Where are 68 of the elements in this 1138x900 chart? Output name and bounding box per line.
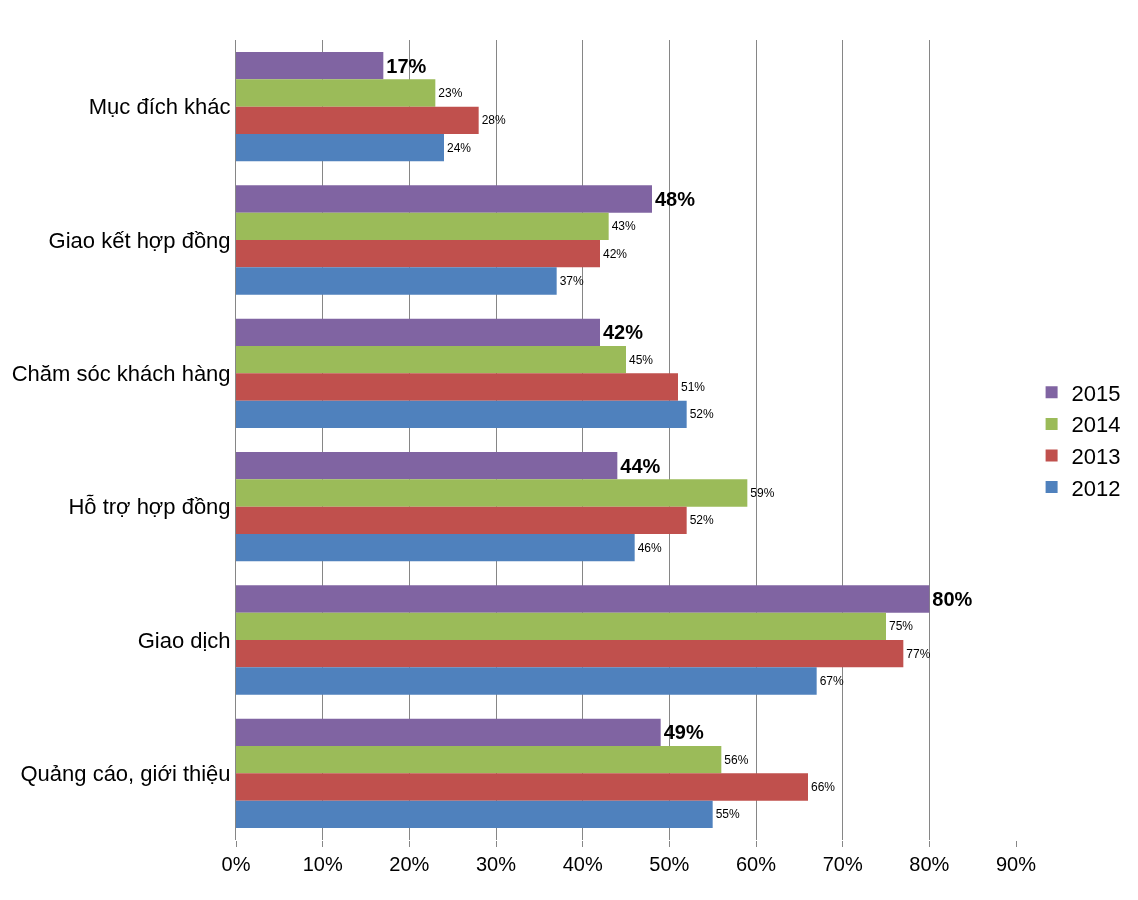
bar: [236, 79, 436, 107]
bar: [236, 267, 557, 295]
bar: [236, 800, 713, 828]
bar: [236, 106, 479, 134]
bar: [236, 52, 384, 80]
legend-label: 2015: [1071, 380, 1121, 406]
data-label: 75%: [889, 619, 914, 634]
data-label: 45%: [629, 352, 654, 367]
data-label: 52%: [689, 513, 715, 528]
bar: [236, 185, 652, 213]
bar: [236, 612, 886, 640]
bar: [236, 746, 722, 774]
bar: [236, 585, 930, 613]
bar: [236, 134, 444, 162]
y-tick-label: Chăm sóc khách hàng: [11, 361, 231, 387]
bar: [236, 400, 687, 428]
x-tick-label: 40%: [562, 853, 603, 875]
data-label: 77%: [906, 646, 931, 661]
data-label: 23%: [438, 86, 463, 100]
x-tick-label: 0%: [221, 853, 251, 875]
y-tick-label: Hỗ trợ hợp đồng: [68, 494, 231, 520]
x-tick-label: 70%: [822, 853, 863, 875]
bar: [236, 452, 618, 480]
data-label: 24%: [447, 140, 472, 155]
x-tick-label: 30%: [475, 853, 517, 875]
x-tick-label: 10%: [302, 853, 343, 875]
legend-label: 2012: [1071, 475, 1121, 501]
data-label: 42%: [603, 246, 628, 261]
y-tick-label: Mục đích khác: [88, 94, 231, 120]
data-label: 48%: [655, 188, 696, 210]
bar: [236, 506, 687, 534]
bar: [236, 373, 678, 401]
data-label: 67%: [819, 674, 845, 688]
y-tick-label: Quảng cáo, giới thiệu: [20, 761, 231, 787]
data-label: 66%: [811, 780, 836, 794]
bar: [236, 773, 808, 801]
x-tick-label: 80%: [909, 853, 950, 875]
legend-label: 2014: [1071, 412, 1121, 438]
y-tick-label: Giao dịch: [137, 627, 231, 653]
bar: [236, 346, 626, 374]
data-label: 52%: [689, 407, 715, 422]
data-label: 37%: [559, 274, 585, 288]
bar: [236, 240, 600, 268]
data-label: 59%: [750, 486, 775, 500]
data-label: 43%: [611, 219, 637, 234]
bar: [236, 318, 600, 346]
bar: [236, 534, 635, 562]
data-label: 17%: [386, 54, 427, 77]
x-tick-label: 50%: [649, 853, 690, 875]
data-label: 80%: [932, 588, 973, 610]
bar: [236, 479, 748, 507]
y-tick-label: Giao kết hợp đồng: [48, 227, 231, 253]
bar: [236, 640, 904, 668]
x-tick-label: 20%: [389, 853, 430, 875]
bar: [236, 718, 661, 746]
data-label: 28%: [481, 113, 507, 128]
bar: [236, 212, 609, 240]
data-label: 56%: [724, 752, 749, 767]
data-label: 46%: [637, 540, 663, 555]
data-label: 42%: [603, 321, 644, 344]
data-label: 51%: [681, 380, 706, 394]
x-tick-label: 90%: [995, 853, 1037, 875]
x-tick-label: 60%: [735, 853, 777, 875]
legend-label: 2013: [1071, 444, 1121, 470]
data-label: 55%: [715, 807, 741, 822]
bar: [236, 667, 817, 695]
data-label: 49%: [663, 721, 704, 744]
data-label: 44%: [620, 454, 661, 477]
